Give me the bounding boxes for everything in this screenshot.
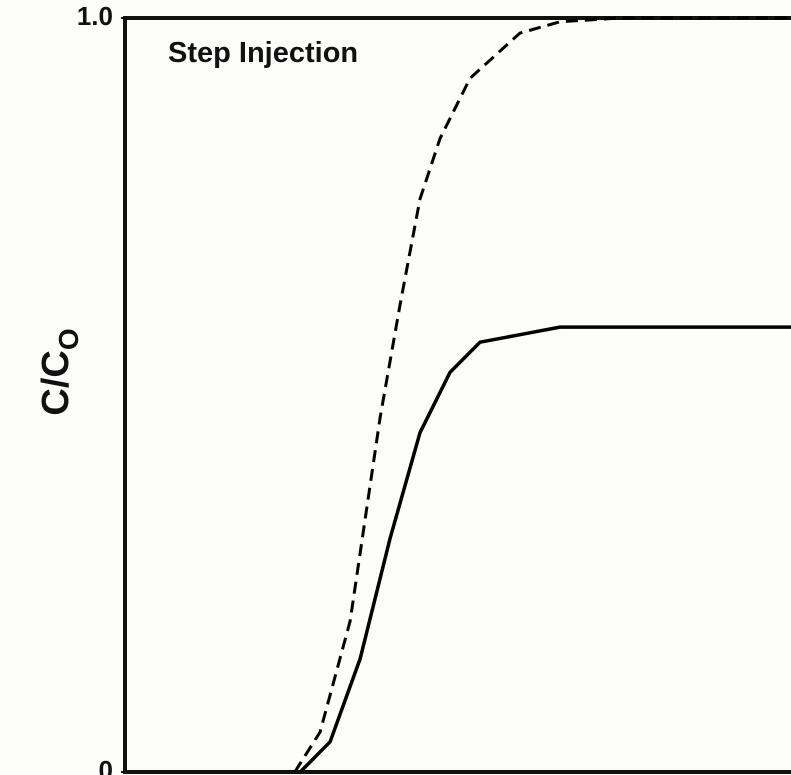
y-axis-label-main: C/C: [35, 350, 77, 415]
y-tick-label: 1.0: [77, 1, 113, 31]
line: [298, 325, 791, 774]
annotation: Step Injection: [168, 37, 358, 69]
y-axis-label-subscript: O: [53, 328, 84, 350]
y-tick-label: 0: [99, 755, 113, 775]
y-axis-label: C/CO: [35, 328, 84, 415]
line: [293, 16, 791, 773]
